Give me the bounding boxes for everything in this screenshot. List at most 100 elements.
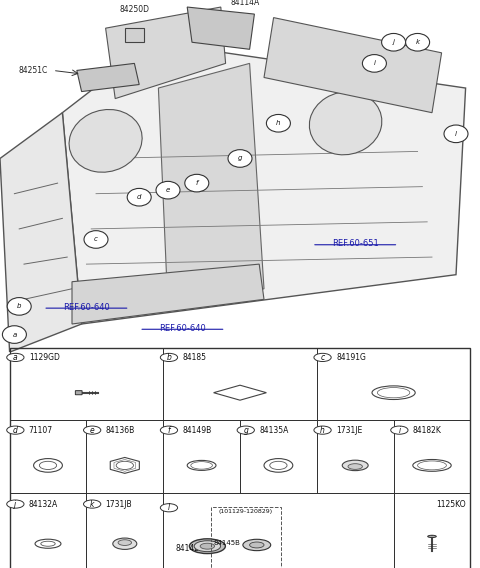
Text: 1731JB: 1731JB <box>106 500 132 508</box>
Circle shape <box>391 426 408 434</box>
Polygon shape <box>72 264 264 324</box>
Text: d: d <box>13 425 18 435</box>
Circle shape <box>2 325 26 343</box>
Bar <box>394 493 470 568</box>
Text: (101129-120829): (101129-120829) <box>219 509 273 514</box>
Text: f: f <box>195 180 198 186</box>
Text: l: l <box>455 131 457 137</box>
Bar <box>163 420 240 493</box>
Bar <box>211 507 281 568</box>
Text: 84149B: 84149B <box>182 425 212 435</box>
Text: 1125KO: 1125KO <box>436 500 466 508</box>
Ellipse shape <box>69 110 142 172</box>
Polygon shape <box>62 42 466 324</box>
Ellipse shape <box>243 539 271 550</box>
Text: j: j <box>14 500 16 508</box>
Text: a: a <box>12 332 16 337</box>
Bar <box>394 420 470 493</box>
Text: 84251C: 84251C <box>19 66 48 75</box>
Bar <box>317 420 394 493</box>
Text: 84114A: 84114A <box>230 0 260 7</box>
Text: 84185: 84185 <box>182 353 206 362</box>
Bar <box>10 493 86 568</box>
Text: h: h <box>276 120 281 126</box>
Text: c: c <box>321 353 324 362</box>
Bar <box>163 348 317 420</box>
Circle shape <box>185 174 209 192</box>
Text: g: g <box>238 156 242 161</box>
Circle shape <box>314 426 331 434</box>
Text: k: k <box>90 500 95 508</box>
Circle shape <box>156 181 180 199</box>
Text: c: c <box>94 236 98 243</box>
Bar <box>163 493 394 568</box>
Circle shape <box>160 426 178 434</box>
Text: e: e <box>90 425 95 435</box>
Text: i: i <box>398 425 400 435</box>
Text: 71107: 71107 <box>29 425 53 435</box>
Text: 1731JE: 1731JE <box>336 425 362 435</box>
Text: a: a <box>13 353 18 362</box>
Bar <box>240 420 317 493</box>
Text: REF.60-640: REF.60-640 <box>159 324 206 333</box>
Text: h: h <box>320 425 325 435</box>
Text: 84142: 84142 <box>175 544 199 553</box>
Circle shape <box>7 500 24 508</box>
Polygon shape <box>0 112 82 352</box>
Circle shape <box>382 34 406 51</box>
Circle shape <box>228 149 252 167</box>
Bar <box>125 28 144 42</box>
Text: i: i <box>373 60 375 66</box>
Ellipse shape <box>200 543 215 549</box>
Text: 84136B: 84136B <box>106 425 135 435</box>
Circle shape <box>160 504 178 512</box>
Text: 84182K: 84182K <box>413 425 442 435</box>
Bar <box>86 493 163 568</box>
Ellipse shape <box>113 538 137 549</box>
Text: 84145B: 84145B <box>214 540 240 545</box>
Circle shape <box>84 500 101 508</box>
Circle shape <box>7 426 24 434</box>
Bar <box>10 348 163 420</box>
Ellipse shape <box>428 535 436 537</box>
Ellipse shape <box>189 539 226 554</box>
Text: d: d <box>137 194 142 200</box>
Circle shape <box>7 298 31 315</box>
Ellipse shape <box>194 541 221 552</box>
Polygon shape <box>187 7 254 49</box>
Text: REF.60-651: REF.60-651 <box>332 240 379 248</box>
Text: b: b <box>167 353 171 362</box>
Polygon shape <box>77 64 139 91</box>
Circle shape <box>84 426 101 434</box>
Ellipse shape <box>348 463 362 469</box>
Circle shape <box>160 353 178 361</box>
Text: b: b <box>17 303 22 310</box>
Text: REF.60-640: REF.60-640 <box>63 303 110 312</box>
Text: f: f <box>168 425 170 435</box>
Polygon shape <box>264 18 442 112</box>
Text: 84132A: 84132A <box>29 500 58 508</box>
Text: j: j <box>393 39 395 45</box>
Text: 84250D: 84250D <box>120 5 149 14</box>
Bar <box>10 420 86 493</box>
Circle shape <box>237 426 254 434</box>
Circle shape <box>127 189 151 206</box>
Text: 84191G: 84191G <box>336 353 366 362</box>
Circle shape <box>314 353 331 361</box>
Text: g: g <box>243 425 248 435</box>
Ellipse shape <box>342 460 368 471</box>
Text: e: e <box>166 187 170 193</box>
Ellipse shape <box>250 542 264 548</box>
Polygon shape <box>106 7 226 99</box>
Circle shape <box>7 353 24 361</box>
Ellipse shape <box>310 91 382 155</box>
Circle shape <box>84 231 108 248</box>
Circle shape <box>444 125 468 143</box>
Circle shape <box>406 34 430 51</box>
Text: l: l <box>168 503 170 512</box>
Circle shape <box>266 115 290 132</box>
Polygon shape <box>158 64 264 310</box>
Text: 1129GD: 1129GD <box>29 353 60 362</box>
Text: k: k <box>416 39 420 45</box>
FancyBboxPatch shape <box>75 391 82 395</box>
